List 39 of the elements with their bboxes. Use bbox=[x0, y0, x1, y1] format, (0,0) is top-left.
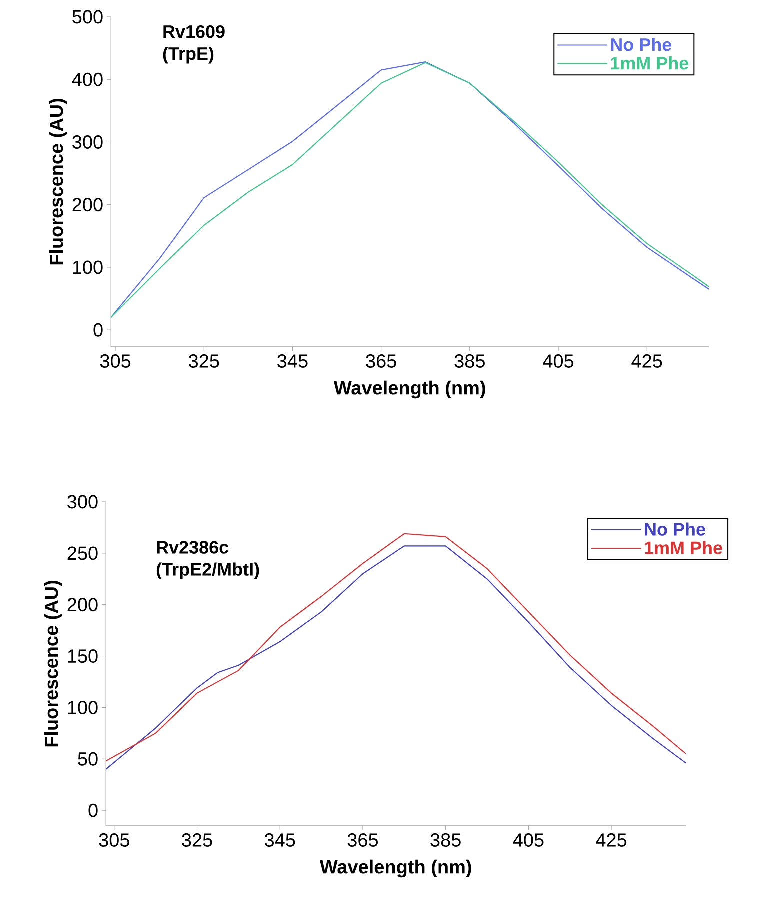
y-tick-label: 0 bbox=[88, 804, 98, 818]
legend-label: No Phe bbox=[645, 522, 706, 536]
x-tick-label: 385 bbox=[430, 834, 461, 847]
x-axis-title: Wavelength (nm) bbox=[320, 860, 472, 878]
y-tick-label: 150 bbox=[68, 650, 98, 664]
legend-label: No Phe bbox=[611, 38, 672, 52]
y-tick-label: 300 bbox=[68, 495, 98, 509]
text: (TrpE2/MbtI) bbox=[156, 562, 260, 580]
y-tick-label: 200 bbox=[72, 198, 103, 212]
y-tick-label: 500 bbox=[72, 10, 103, 24]
x-tick-label: 305 bbox=[100, 354, 131, 368]
legend-label: 1mM Phe bbox=[645, 541, 722, 554]
x-axis-title: Wavelength (nm) bbox=[334, 380, 486, 399]
x-tick-label: 405 bbox=[513, 834, 544, 847]
y-tick-label: 400 bbox=[72, 72, 103, 86]
x-tick-label: 325 bbox=[188, 354, 220, 368]
x-tick-label: 345 bbox=[278, 354, 308, 368]
legend-label: 1mM Phe bbox=[611, 56, 688, 70]
x-tick-label: 405 bbox=[543, 354, 574, 368]
text: (TrpE) bbox=[163, 46, 214, 64]
x-tick-label: 305 bbox=[99, 834, 130, 847]
text: Rv2386c bbox=[157, 541, 229, 554]
y-axis-title: Fluorescence (AU) bbox=[49, 99, 67, 265]
x-tick-label: 385 bbox=[454, 354, 485, 368]
y-tick-label: 50 bbox=[78, 752, 98, 766]
x-tick-label: 325 bbox=[182, 834, 212, 847]
x-tick-label: 345 bbox=[264, 834, 296, 847]
x-tick-label: 425 bbox=[596, 834, 627, 847]
y-tick-label: 0 bbox=[94, 323, 103, 337]
x-tick-label: 425 bbox=[632, 354, 662, 368]
y-tick-label: 300 bbox=[72, 136, 103, 149]
y-tick-label: 200 bbox=[68, 598, 98, 612]
chart-title: Rv1609 bbox=[164, 25, 225, 38]
x-tick-label: 365 bbox=[366, 354, 396, 368]
x-tick-label: 365 bbox=[348, 834, 378, 847]
y-axis-title: Fluorescence (AU) bbox=[44, 581, 62, 747]
y-tick-label: 100 bbox=[68, 700, 98, 714]
y-tick-label: 250 bbox=[68, 546, 98, 560]
y-tick-label: 100 bbox=[73, 260, 103, 274]
